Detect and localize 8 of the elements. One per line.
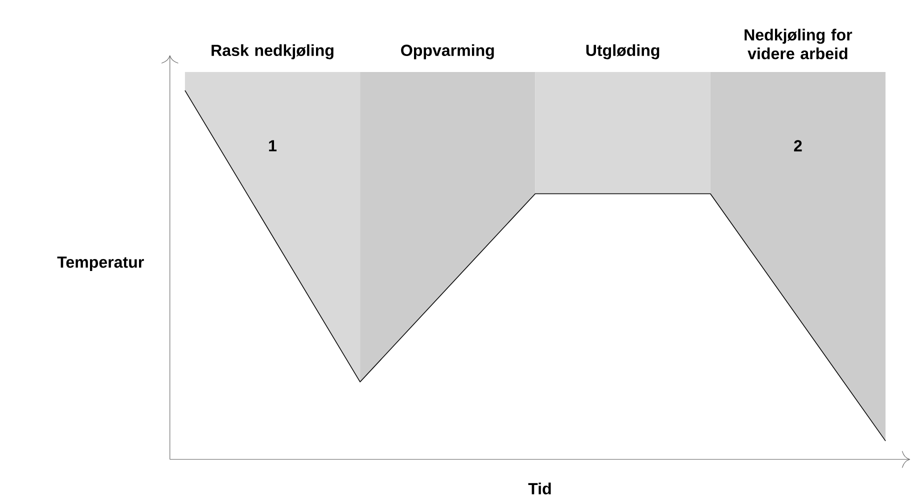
x-axis-title: Tid (528, 482, 551, 494)
annotation: 2 (794, 140, 802, 152)
text: Utgløding (586, 44, 660, 60)
text: Nedkjøling for videre arbeid (744, 28, 852, 60)
text: Rask nedkjøling (212, 44, 334, 60)
annotation: 1 (269, 140, 277, 152)
text: Oppvarming (401, 44, 494, 60)
y-axis-title: Temperatur (57, 256, 144, 272)
